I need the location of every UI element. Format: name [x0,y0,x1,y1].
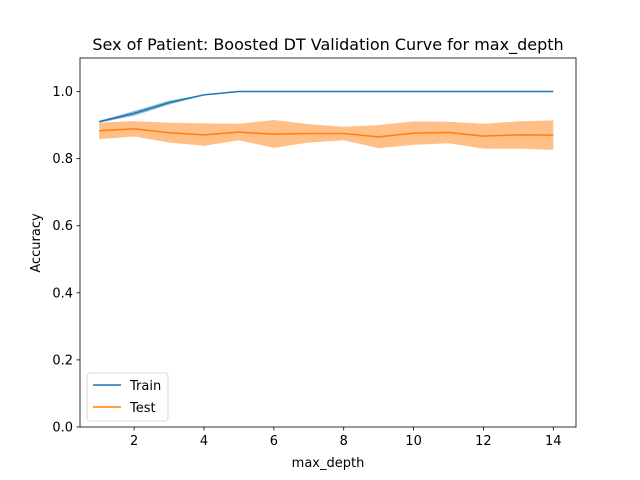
legend: Train Test [86,372,169,422]
x-tick-label: 10 [405,434,422,449]
x-tick-label: 14 [545,434,562,449]
x-tick-label: 8 [340,434,348,449]
x-axis-label: max_depth [292,456,365,471]
axes-frame [79,57,577,428]
legend-label-test: Test [129,401,156,416]
x-tick-label: 12 [475,434,492,449]
y-tick-label: 0.2 [52,353,73,368]
band-test [99,120,554,150]
x-tick-label: 4 [200,434,208,449]
y-tick-label: 1.0 [52,85,73,100]
x-tick-label: 6 [270,434,278,449]
series-line-test [99,128,554,138]
series-line-train [99,90,554,123]
y-axis-label: Accuracy [29,213,44,273]
y-tick-label: 0.8 [52,152,73,167]
x-tick-label: 2 [130,434,138,449]
y-tick-label: 0.4 [52,286,73,301]
y-tick-label: 0.6 [52,219,73,234]
axes: 2 4 6 8 10 12 14 0.0 0.2 0.4 0.6 0.8 1.0 [52,57,577,449]
legend-label-train: Train [129,379,161,394]
chart-title: Sex of Patient: Boosted DT Validation Cu… [92,35,563,55]
plot-area [99,90,554,150]
y-tick-label: 0.0 [52,421,73,436]
